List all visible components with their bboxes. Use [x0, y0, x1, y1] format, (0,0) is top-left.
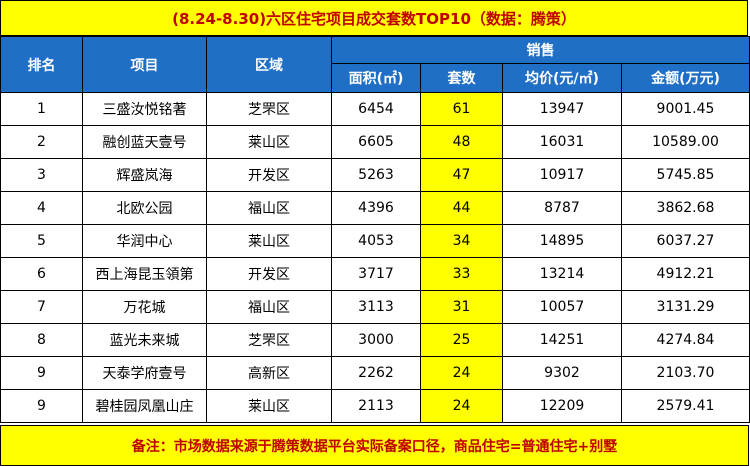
project-cell: 蓝光未来城: [82, 323, 207, 357]
avg-price-cell: 13214: [502, 257, 622, 291]
header-row-sub: 面积(㎡) 套数 均价(元/㎡) 金额(万元): [1, 63, 750, 93]
header-units: 套数: [420, 63, 503, 93]
rank-cell: 8: [0, 323, 83, 357]
top10-table: 排名 项目 区域 销售 面积(㎡) 套数 均价(元/㎡) 金额(万元) 1 三盛汝…: [0, 36, 750, 423]
area-cell: 3000: [331, 323, 421, 357]
area-cell: 3113: [331, 290, 421, 324]
table-title: (8.24-8.30)六区住宅项目成交套数TOP10（数据：腾策）: [0, 0, 748, 36]
table-row: 7 万花城 福山区 3113 31 10057 3131.29: [0, 290, 750, 324]
header-district: 区域: [206, 36, 332, 93]
district-cell: 高新区: [206, 356, 332, 390]
header-sales-group: 销售: [331, 36, 750, 64]
area-cell: 4396: [331, 191, 421, 225]
units-cell: 33: [420, 257, 503, 291]
units-cell: 25: [420, 323, 503, 357]
avg-price-cell: 14895: [502, 224, 622, 258]
project-cell: 融创蓝天壹号: [82, 125, 207, 159]
footnote: 备注：市场数据来源于腾策数据平台实际备案口径，商品住宅=普通住宅+别墅: [0, 425, 749, 466]
avg-price-cell: 10057: [502, 290, 622, 324]
area-cell: 2113: [331, 389, 421, 423]
amount-cell: 5745.85: [621, 158, 750, 192]
units-cell: 24: [420, 389, 503, 423]
rank-cell: 3: [0, 158, 83, 192]
table-body: 1 三盛汝悦铭著 芝罘区 6454 61 13947 9001.45 2 融创蓝天壹号 莱山区 66…: [0, 92, 750, 423]
avg-price-cell: 9302: [502, 356, 622, 390]
avg-price-cell: 16031: [502, 125, 622, 159]
amount-cell: 3862.68: [621, 191, 750, 225]
rank-cell: 6: [0, 257, 83, 291]
units-cell: 44: [420, 191, 503, 225]
amount-cell: 3131.29: [621, 290, 750, 324]
area-cell: 4053: [331, 224, 421, 258]
avg-price-cell: 8787: [502, 191, 622, 225]
units-cell: 34: [420, 224, 503, 258]
header-amount: 金额(万元): [621, 63, 750, 93]
header-avg-price: 均价(元/㎡): [502, 63, 622, 93]
header-area: 面积(㎡): [331, 63, 421, 93]
table-row: 1 三盛汝悦铭著 芝罘区 6454 61 13947 9001.45: [0, 92, 750, 126]
units-cell: 48: [420, 125, 503, 159]
district-cell: 莱山区: [206, 389, 332, 423]
units-cell: 47: [420, 158, 503, 192]
amount-cell: 4274.84: [621, 323, 750, 357]
district-cell: 开发区: [206, 158, 332, 192]
rank-cell: 7: [0, 290, 83, 324]
units-cell: 24: [420, 356, 503, 390]
project-cell: 北欧公园: [82, 191, 207, 225]
table-row: 5 华润中心 莱山区 4053 34 14895 6037.27: [0, 224, 750, 258]
project-cell: 三盛汝悦铭著: [82, 92, 207, 126]
district-cell: 福山区: [206, 191, 332, 225]
rank-cell: 4: [0, 191, 83, 225]
rank-cell: 9: [0, 389, 83, 423]
district-cell: 莱山区: [206, 125, 332, 159]
area-cell: 5263: [331, 158, 421, 192]
area-cell: 6454: [331, 92, 421, 126]
avg-price-cell: 10917: [502, 158, 622, 192]
table-row: 9 碧桂园凤凰山庄 莱山区 2113 24 12209 2579.41: [0, 389, 750, 423]
units-cell: 61: [420, 92, 503, 126]
avg-price-cell: 14251: [502, 323, 622, 357]
amount-cell: 10589.00: [621, 125, 750, 159]
project-cell: 碧桂园凤凰山庄: [82, 389, 207, 423]
header-row-top: 排名 项目 区域 销售: [0, 36, 750, 93]
amount-cell: 4912.21: [621, 257, 750, 291]
rank-cell: 1: [0, 92, 83, 126]
project-cell: 天泰学府壹号: [82, 356, 207, 390]
amount-cell: 2579.41: [621, 389, 750, 423]
units-cell: 31: [420, 290, 503, 324]
amount-cell: 9001.45: [621, 92, 750, 126]
district-cell: 莱山区: [206, 224, 332, 258]
amount-cell: 6037.27: [621, 224, 750, 258]
table-row: 2 融创蓝天壹号 莱山区 6605 48 16031 10589.00: [0, 125, 750, 159]
table-row: 3 辉盛岚海 开发区 5263 47 10917 5745.85: [0, 158, 750, 192]
table-row: 6 西上海昆玉領第 开发区 3717 33 13214 4912.21: [0, 257, 750, 291]
header-rank: 排名: [0, 36, 83, 93]
project-cell: 西上海昆玉領第: [82, 257, 207, 291]
project-cell: 辉盛岚海: [82, 158, 207, 192]
district-cell: 芝罘区: [206, 323, 332, 357]
project-cell: 华润中心: [82, 224, 207, 258]
table-row: 9 天泰学府壹号 高新区 2262 24 9302 2103.70: [0, 356, 750, 390]
area-cell: 6605: [331, 125, 421, 159]
district-cell: 福山区: [206, 290, 332, 324]
table-row: 8 蓝光未来城 芝罘区 3000 25 14251 4274.84: [0, 323, 750, 357]
rank-cell: 2: [0, 125, 83, 159]
avg-price-cell: 12209: [502, 389, 622, 423]
table-row: 4 北欧公园 福山区 4396 44 8787 3862.68: [0, 191, 750, 225]
avg-price-cell: 13947: [502, 92, 622, 126]
rank-cell: 5: [0, 224, 83, 258]
project-cell: 万花城: [82, 290, 207, 324]
district-cell: 芝罘区: [206, 92, 332, 126]
amount-cell: 2103.70: [621, 356, 750, 390]
area-cell: 3717: [331, 257, 421, 291]
rank-cell: 9: [0, 356, 83, 390]
header-project: 项目: [82, 36, 207, 93]
area-cell: 2262: [331, 356, 421, 390]
district-cell: 开发区: [206, 257, 332, 291]
